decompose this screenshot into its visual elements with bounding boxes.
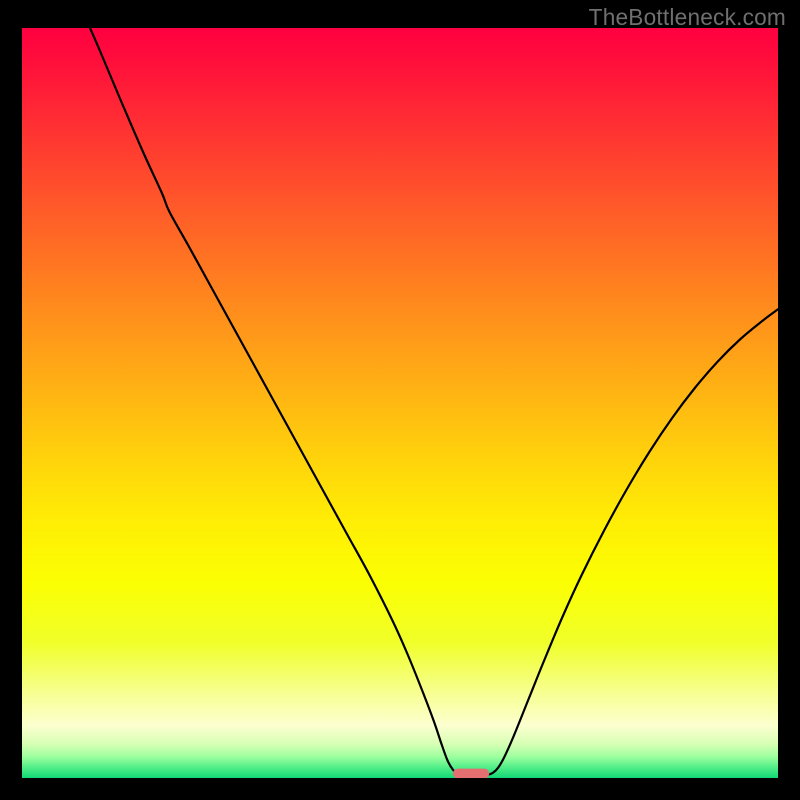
axis-left-border xyxy=(0,28,22,800)
watermark-label: TheBottleneck.com xyxy=(589,4,786,31)
axis-bottom-border xyxy=(0,778,800,800)
axis-right-border xyxy=(778,28,800,800)
chart-container: TheBottleneck.com xyxy=(0,0,800,800)
optimal-point-marker xyxy=(453,769,489,779)
plot-background-gradient xyxy=(22,28,778,778)
bottleneck-curve-chart xyxy=(0,0,800,800)
